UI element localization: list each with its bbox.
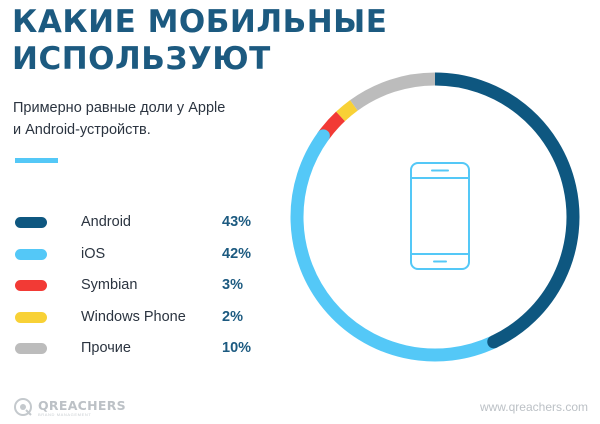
legend-label: Android <box>81 214 131 230</box>
legend-item-windows-phone: Windows Phone 2% <box>15 306 265 338</box>
legend-value: 3% <box>222 277 243 293</box>
legend-swatch <box>15 217 47 228</box>
legend-swatch <box>15 311 47 323</box>
page-title: КАКИЕ МОБИЛЬНЫЕ ИСПОЛЬЗУЮТ <box>12 4 387 78</box>
website-url: www.qreachers.com <box>479 400 588 414</box>
donut-segment-cap <box>487 335 501 349</box>
legend: Android 43% iOS 42% Symbian 3% Windows P… <box>15 211 265 369</box>
legend-label: Windows Phone <box>81 308 186 325</box>
title-line-2: ИСПОЛЬЗУЮТ <box>12 41 271 77</box>
legend-value: 42% <box>222 245 252 262</box>
donut-segments <box>290 72 580 362</box>
qreachers-logo-icon <box>14 398 32 416</box>
donut-segment-windows-phone <box>336 100 358 122</box>
donut-segment-android <box>434 72 580 348</box>
legend-item-android: Android 43% <box>15 211 265 243</box>
legend-swatch <box>15 280 47 291</box>
donut-chart <box>290 72 580 362</box>
legend-swatch <box>15 343 47 354</box>
subtitle-line-2: и Android-устройств. <box>13 122 151 138</box>
title-line-1: КАКИЕ МОБИЛЬНЫЕ <box>12 4 388 40</box>
logo-tagline: BRAND MANAGEMENT <box>38 412 92 417</box>
smartphone-icon <box>410 162 470 270</box>
legend-label: Прочие <box>81 340 131 356</box>
donut-segment-cap <box>316 129 330 143</box>
legend-value: 10% <box>222 340 252 356</box>
accent-bar <box>15 158 58 163</box>
subtitle: Примерно равные доли у Apple и Android-у… <box>13 97 263 141</box>
legend-label: iOS <box>81 245 106 262</box>
brand-logo: QREACHERS BRAND MANAGEMENT <box>12 397 126 417</box>
legend-item-other: Прочие 10% <box>15 337 265 369</box>
legend-swatch <box>15 248 47 260</box>
donut-segment-прочие <box>350 72 436 111</box>
donut-segment-ios <box>290 132 497 362</box>
legend-label: Symbian <box>81 277 138 293</box>
legend-item-ios: iOS 42% <box>15 243 265 275</box>
legend-item-symbian: Symbian 3% <box>15 274 265 306</box>
subtitle-line-1: Примерно равные доли у Apple <box>13 100 226 116</box>
legend-value: 43% <box>222 214 252 230</box>
logo-text: QREACHERS <box>38 398 126 413</box>
legend-value: 2% <box>222 308 243 325</box>
